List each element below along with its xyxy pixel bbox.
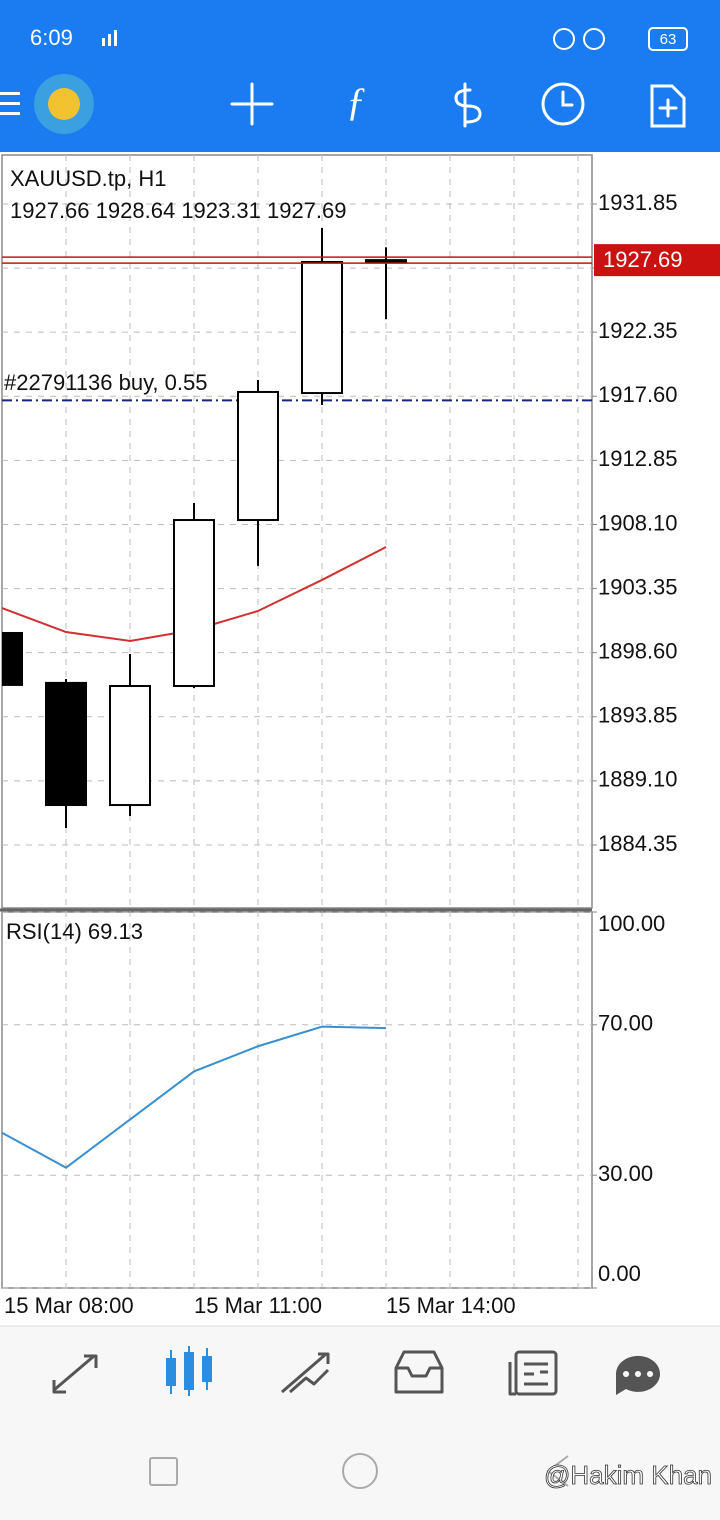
quotes-tab[interactable] xyxy=(52,1354,98,1394)
y-tick-label: 1903.35 xyxy=(598,574,678,599)
low-value: 1923.31 xyxy=(181,198,261,223)
history-tab[interactable] xyxy=(394,1350,444,1394)
price-tag xyxy=(594,244,720,277)
close-value: 1927.69 xyxy=(267,198,347,223)
y-tick-label: 1893.85 xyxy=(598,703,678,728)
trade-button[interactable] xyxy=(454,82,482,128)
rsi-panel xyxy=(1,911,593,1289)
y-tick-label: 1908.10 xyxy=(598,510,678,535)
rsi-title: RSI(14) 69.13 xyxy=(6,919,143,944)
home-button[interactable] xyxy=(342,1453,378,1489)
battery-icon xyxy=(648,27,688,51)
y-tick-label: 1917.60 xyxy=(598,382,678,407)
news-tab[interactable] xyxy=(508,1350,558,1396)
ohlc-readout: 1927.66 1928.64 1923.31 1927.69 xyxy=(10,198,347,223)
y-tick-label: 1912.85 xyxy=(598,446,678,471)
candle-body xyxy=(237,390,279,522)
y-tick-label: 1898.60 xyxy=(598,638,678,663)
open-value: 1927.66 xyxy=(10,198,90,223)
status-icon xyxy=(583,28,605,50)
rsi-line xyxy=(1,1025,387,1169)
trade-tab[interactable] xyxy=(281,1352,330,1394)
y-tick-label: 1931.85 xyxy=(598,190,678,215)
back-button[interactable] xyxy=(546,1455,569,1487)
order-label: #22791136 buy, 0.55 xyxy=(4,370,207,395)
candle-body xyxy=(2,631,23,686)
y-tick-label: 1889.10 xyxy=(598,767,678,792)
x-tick-label: 15 Mar 11:00 xyxy=(194,1293,322,1318)
y-tick-label: 0.00 xyxy=(598,1261,641,1286)
candle-body xyxy=(109,685,151,807)
chart-title: XAUUSD.tp, H1 xyxy=(10,166,167,191)
high-value: 1928.64 xyxy=(96,198,176,223)
chart-tab[interactable] xyxy=(166,1346,212,1396)
app-bar xyxy=(0,0,720,152)
y-tick-label: 1884.35 xyxy=(598,831,678,856)
x-tick-label: 15 Mar 14:00 xyxy=(386,1293,516,1318)
candle-body xyxy=(45,681,87,807)
main-panel xyxy=(1,154,593,909)
candle-body xyxy=(301,261,343,395)
menu-button[interactable] xyxy=(0,92,20,115)
y-tick-label: 100.00 xyxy=(598,911,665,936)
battery-level: 63 xyxy=(660,31,677,48)
indicators-button[interactable]: ƒ xyxy=(346,79,366,124)
signal-icon xyxy=(102,30,117,46)
y-tick-label: 1922.35 xyxy=(598,318,678,343)
rsi-value: 69.13 xyxy=(88,919,143,944)
chat-tab[interactable] xyxy=(615,1355,660,1395)
candle-body xyxy=(173,519,215,688)
recents-button[interactable] xyxy=(149,1457,178,1486)
price-tag-label: 1927.69 xyxy=(603,247,683,272)
status-time: 6:09 xyxy=(30,25,73,50)
candle-body xyxy=(365,259,407,264)
watermark: @Hakim Khan xyxy=(544,1460,712,1490)
new-order-button[interactable] xyxy=(650,84,686,128)
period-button[interactable] xyxy=(541,82,585,126)
shield-icon xyxy=(553,28,575,50)
y-tick-label: 70.00 xyxy=(598,1011,653,1036)
bottom-nav xyxy=(0,1326,720,1520)
x-tick-label: 15 Mar 08:00 xyxy=(4,1293,134,1318)
rsi-name: RSI(14) xyxy=(6,919,82,944)
y-tick-label: 30.00 xyxy=(598,1161,653,1186)
crosshair-button[interactable] xyxy=(230,82,274,126)
